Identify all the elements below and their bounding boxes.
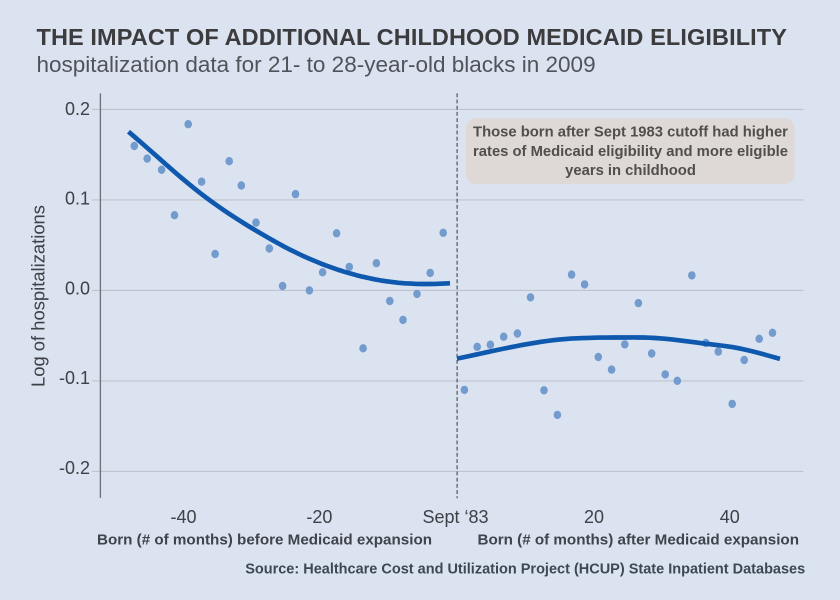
svg-text:Born (# of months) before Medi: Born (# of months) before Medicaid expan… [97,532,432,549]
svg-text:Source: Healthcare Cost and Ut: Source: Healthcare Cost and Utilization … [245,562,805,578]
svg-text:-0.2: -0.2 [59,458,90,478]
svg-text:-40: -40 [170,507,196,527]
svg-text:years in childhood: years in childhood [565,163,696,179]
svg-text:0.2: 0.2 [65,99,90,119]
svg-text:Born (# of months) after Medic: Born (# of months) after Medicaid expans… [477,532,799,549]
svg-text:20: 20 [584,507,604,527]
svg-text:-20: -20 [306,507,332,527]
svg-text:-0.1: -0.1 [59,368,90,388]
svg-text:Log of hospitalizations: Log of hospitalizations [28,205,49,387]
svg-text:Those born after Sept 1983 cut: Those born after Sept 1983 cutoff had hi… [473,125,788,141]
svg-text:THE IMPACT OF ADDITIONAL CHILD: THE IMPACT OF ADDITIONAL CHILDHOOD MEDIC… [37,24,788,50]
svg-text:0.0: 0.0 [65,279,90,299]
svg-text:hospitalization data for 21- t: hospitalization data for 21- to 28-year-… [37,52,596,77]
svg-text:rates of Medicaid eligibility: rates of Medicaid eligibility and more e… [473,144,788,160]
svg-text:0.1: 0.1 [65,189,90,209]
svg-text:40: 40 [720,507,740,527]
svg-text:Sept ‘83: Sept ‘83 [422,507,488,527]
